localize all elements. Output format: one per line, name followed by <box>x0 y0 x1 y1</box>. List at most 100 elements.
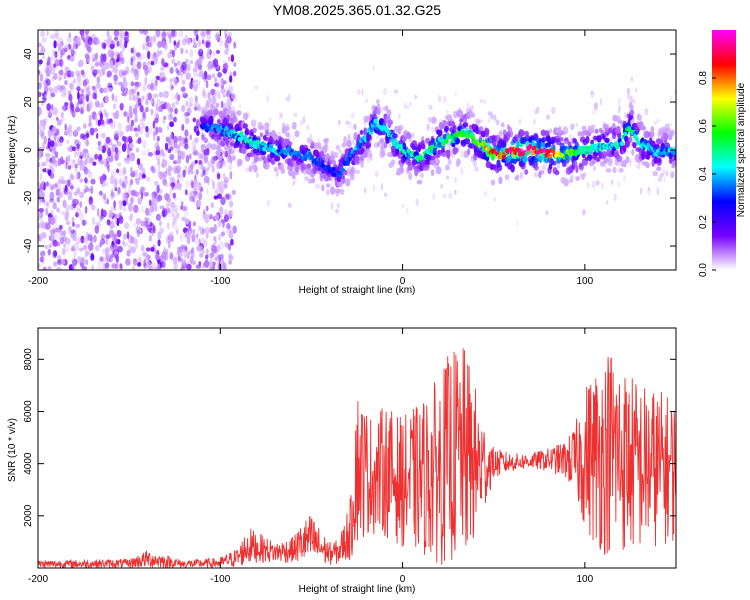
spectrogram-cell <box>306 137 311 144</box>
spectrogram-cell <box>650 126 655 134</box>
spectrogram-cell <box>206 167 210 172</box>
spectrogram-cell <box>38 199 42 206</box>
spectrogram-cell <box>153 55 159 64</box>
spectrogram-cell <box>101 132 106 139</box>
spectrogram-cell <box>150 53 157 62</box>
spectrogram-cell <box>52 183 58 189</box>
spectrogram-cell <box>85 95 89 102</box>
snr-frame <box>37 327 677 569</box>
spectrogram-cell <box>352 139 355 146</box>
spectrogram-cell <box>617 181 621 188</box>
spectrogram-cell <box>233 62 237 67</box>
spectrogram-cell <box>87 84 91 92</box>
spectrogram-cell <box>139 53 145 61</box>
spectrogram-cell <box>53 58 60 65</box>
spectrogram-cell <box>38 107 42 116</box>
spectrogram-cell <box>227 210 233 218</box>
spectrogram-cell <box>167 164 172 170</box>
spectrogram-cell <box>670 171 675 179</box>
snr-ytick-label: 6000 <box>23 400 34 423</box>
spectrogram-cell <box>94 153 99 160</box>
spectrogram-cell <box>280 163 284 170</box>
spectrogram-cell <box>50 109 55 115</box>
spectrogram-cell <box>562 161 567 167</box>
spectrogram-cell <box>68 188 73 196</box>
spectrogram-cell <box>113 178 118 187</box>
spectrogram-cell <box>142 43 145 51</box>
spectrogram-cell <box>230 238 234 246</box>
spectrogram-cell <box>165 31 172 36</box>
spectrogram-cell <box>237 158 243 167</box>
spectrogram-cell <box>427 155 432 162</box>
spectrogram-cell <box>131 62 137 72</box>
spectrogram-cell <box>467 148 471 156</box>
spectrogram-cell <box>104 262 110 269</box>
spectrogram-cell <box>140 125 143 135</box>
spectrogram-cell <box>124 31 129 37</box>
spectrogram-cell <box>113 181 118 190</box>
spectrogram-cell <box>162 76 167 82</box>
spectrogram-cell <box>454 91 457 97</box>
spectrogram-cell <box>60 258 66 266</box>
spectrogram-cell <box>69 159 76 168</box>
spectrogram-cell <box>204 214 210 223</box>
spectrogram-cell <box>194 95 198 103</box>
spectrogram-cell <box>100 233 106 241</box>
spectrogram-cell <box>216 182 222 190</box>
spectrogram-cell <box>154 254 160 260</box>
spectrogram-cell <box>86 169 91 174</box>
spectrogram-cell <box>194 159 198 164</box>
spectrogram-cell <box>75 211 79 218</box>
spectrogram-cell <box>38 263 41 269</box>
spectrogram-cell <box>185 100 189 107</box>
spectrogram-cell <box>64 184 68 192</box>
spectrogram-cell <box>145 208 149 216</box>
spectrogram-cell <box>71 244 75 251</box>
spectrogram-cell <box>386 109 392 117</box>
spectrogram-cell <box>220 258 225 267</box>
spectrogram-cell <box>105 238 109 246</box>
spectrogram-cell <box>110 170 117 177</box>
spectrogram-cell <box>202 169 206 177</box>
spectrogram-cell <box>135 52 141 58</box>
spectrogram-cell <box>94 69 100 74</box>
spectrogram-cell <box>67 128 73 137</box>
spectrogram-ridge-cell <box>544 152 549 158</box>
spectrogram-cell <box>49 140 55 148</box>
spectrogram-cell <box>438 94 442 103</box>
spectrogram-cell <box>60 179 67 185</box>
spectrogram-cell <box>122 45 125 53</box>
spectrogram-cell <box>144 207 150 216</box>
spectrogram-cell <box>606 200 609 205</box>
spectrogram-cell <box>516 140 520 149</box>
spectrogram-cell <box>470 112 476 118</box>
spectrogram-cell <box>59 136 64 143</box>
spectrogram-cell <box>487 117 491 124</box>
spectrogram-cell <box>167 51 173 59</box>
spectrogram-cell <box>92 216 96 226</box>
spectrogram-cell <box>66 37 72 43</box>
spectrogram-cell <box>205 254 209 260</box>
spectrogram-cell <box>116 141 122 147</box>
snr-ytick-label: 8000 <box>23 348 34 371</box>
spectrogram-cell <box>59 59 63 65</box>
spectrogram-cell <box>52 107 59 116</box>
spectrogram-cell <box>165 168 169 174</box>
spectrogram-cell <box>55 116 59 121</box>
spectrogram-cell <box>346 167 351 176</box>
spectrogram-cell <box>99 119 105 125</box>
spectrogram-cell <box>406 105 409 110</box>
spectrogram-cell <box>137 262 142 267</box>
spectrogram-cell <box>178 30 184 38</box>
spectrogram-cell <box>205 80 209 89</box>
spectrogram-cell <box>85 132 90 138</box>
spectrogram-cell <box>169 78 173 83</box>
spectrogram-cell <box>432 193 435 201</box>
spectrogram-cell <box>245 167 249 172</box>
spectrogram-cell <box>175 212 180 220</box>
spectrogram-cell <box>435 166 442 175</box>
spectrogram-cell <box>82 244 88 250</box>
spectrogram-cell <box>130 166 133 174</box>
spectrogram-cell <box>40 250 46 257</box>
spectrogram-cell <box>122 80 128 89</box>
